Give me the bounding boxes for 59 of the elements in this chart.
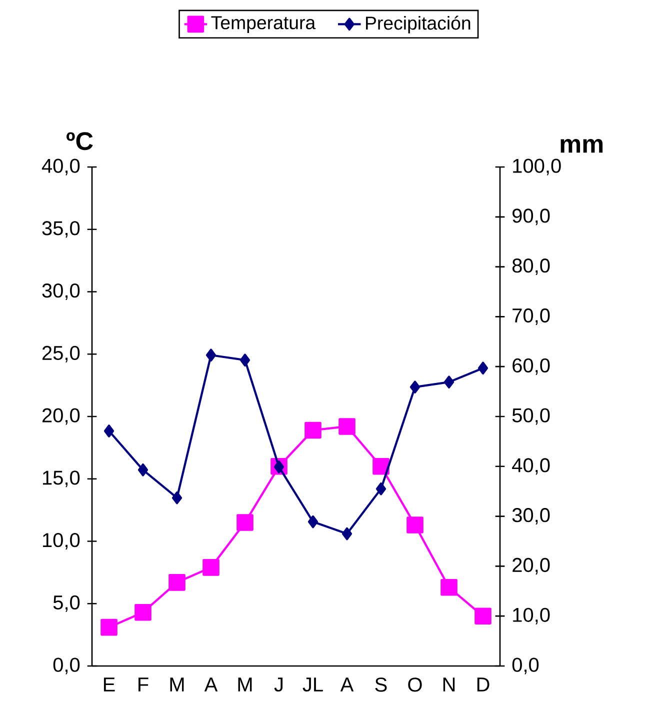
y2-tick-label: 90,0 xyxy=(512,208,550,226)
x-tick-label: M xyxy=(170,678,184,692)
point xyxy=(372,458,390,475)
point xyxy=(308,515,318,528)
point xyxy=(236,514,254,531)
point xyxy=(440,579,458,596)
point xyxy=(168,574,186,591)
point xyxy=(202,559,220,576)
y2-tick-label: 60,0 xyxy=(512,358,550,375)
y-tick-label: 25,0 xyxy=(42,346,80,362)
point xyxy=(410,380,420,394)
y-tick-label: 5,0 xyxy=(53,595,80,612)
point xyxy=(138,463,148,476)
point xyxy=(376,482,386,496)
y2-axis-title: mm xyxy=(560,138,603,153)
point xyxy=(474,608,492,624)
x-tick-label: E xyxy=(104,678,115,692)
y2-tick-label: 80,0 xyxy=(512,258,550,276)
point xyxy=(478,362,488,374)
y-tick-label: 20,0 xyxy=(42,408,80,425)
point xyxy=(100,618,118,636)
y2-tick-label: 50,0 xyxy=(512,408,550,425)
y2-tick-label: 0,0 xyxy=(512,658,539,674)
x-tick-label: D xyxy=(477,678,490,692)
x-tick-label: S xyxy=(375,678,387,692)
x-tick-label: A xyxy=(340,678,354,692)
y2-tick-label: 30,0 xyxy=(512,508,550,525)
point xyxy=(206,348,216,362)
y2-tick-label: 40,0 xyxy=(512,458,550,475)
y2-tick-label: 70,0 xyxy=(512,308,550,325)
y2-tick-label: 20,0 xyxy=(512,558,550,574)
x-tick-label: F xyxy=(138,678,148,692)
y2-tick-label: 100,0 xyxy=(513,158,561,176)
y2-tick-label: 10,0 xyxy=(513,608,550,624)
point xyxy=(304,422,322,439)
point xyxy=(172,491,182,504)
point xyxy=(444,376,454,388)
legend-label: Temperatura xyxy=(211,16,316,33)
y-tick-label: 15,0 xyxy=(43,470,80,488)
x-tick-label: J xyxy=(274,678,283,692)
y-tick-label: 0,0 xyxy=(53,658,80,674)
x-tick-label: O xyxy=(408,678,422,692)
point xyxy=(338,418,356,435)
legend-label: Precipitación xyxy=(366,16,470,34)
point xyxy=(240,354,250,367)
y-tick-label: 30,0 xyxy=(42,283,80,300)
point xyxy=(274,460,284,474)
point xyxy=(134,604,152,621)
x-tick-label: JL xyxy=(302,678,323,692)
point xyxy=(406,516,424,534)
x-tick-label: N xyxy=(443,678,455,692)
x-tick-label: A xyxy=(204,678,218,692)
point xyxy=(342,527,352,540)
y-axis-title: ºC xyxy=(66,132,93,150)
y-tick-label: 35,0 xyxy=(42,221,80,238)
y-tick-label: 10,0 xyxy=(43,532,80,550)
y-tick-label: 40,0 xyxy=(42,158,80,176)
x-tick-label: M xyxy=(238,678,252,692)
point xyxy=(104,424,114,438)
